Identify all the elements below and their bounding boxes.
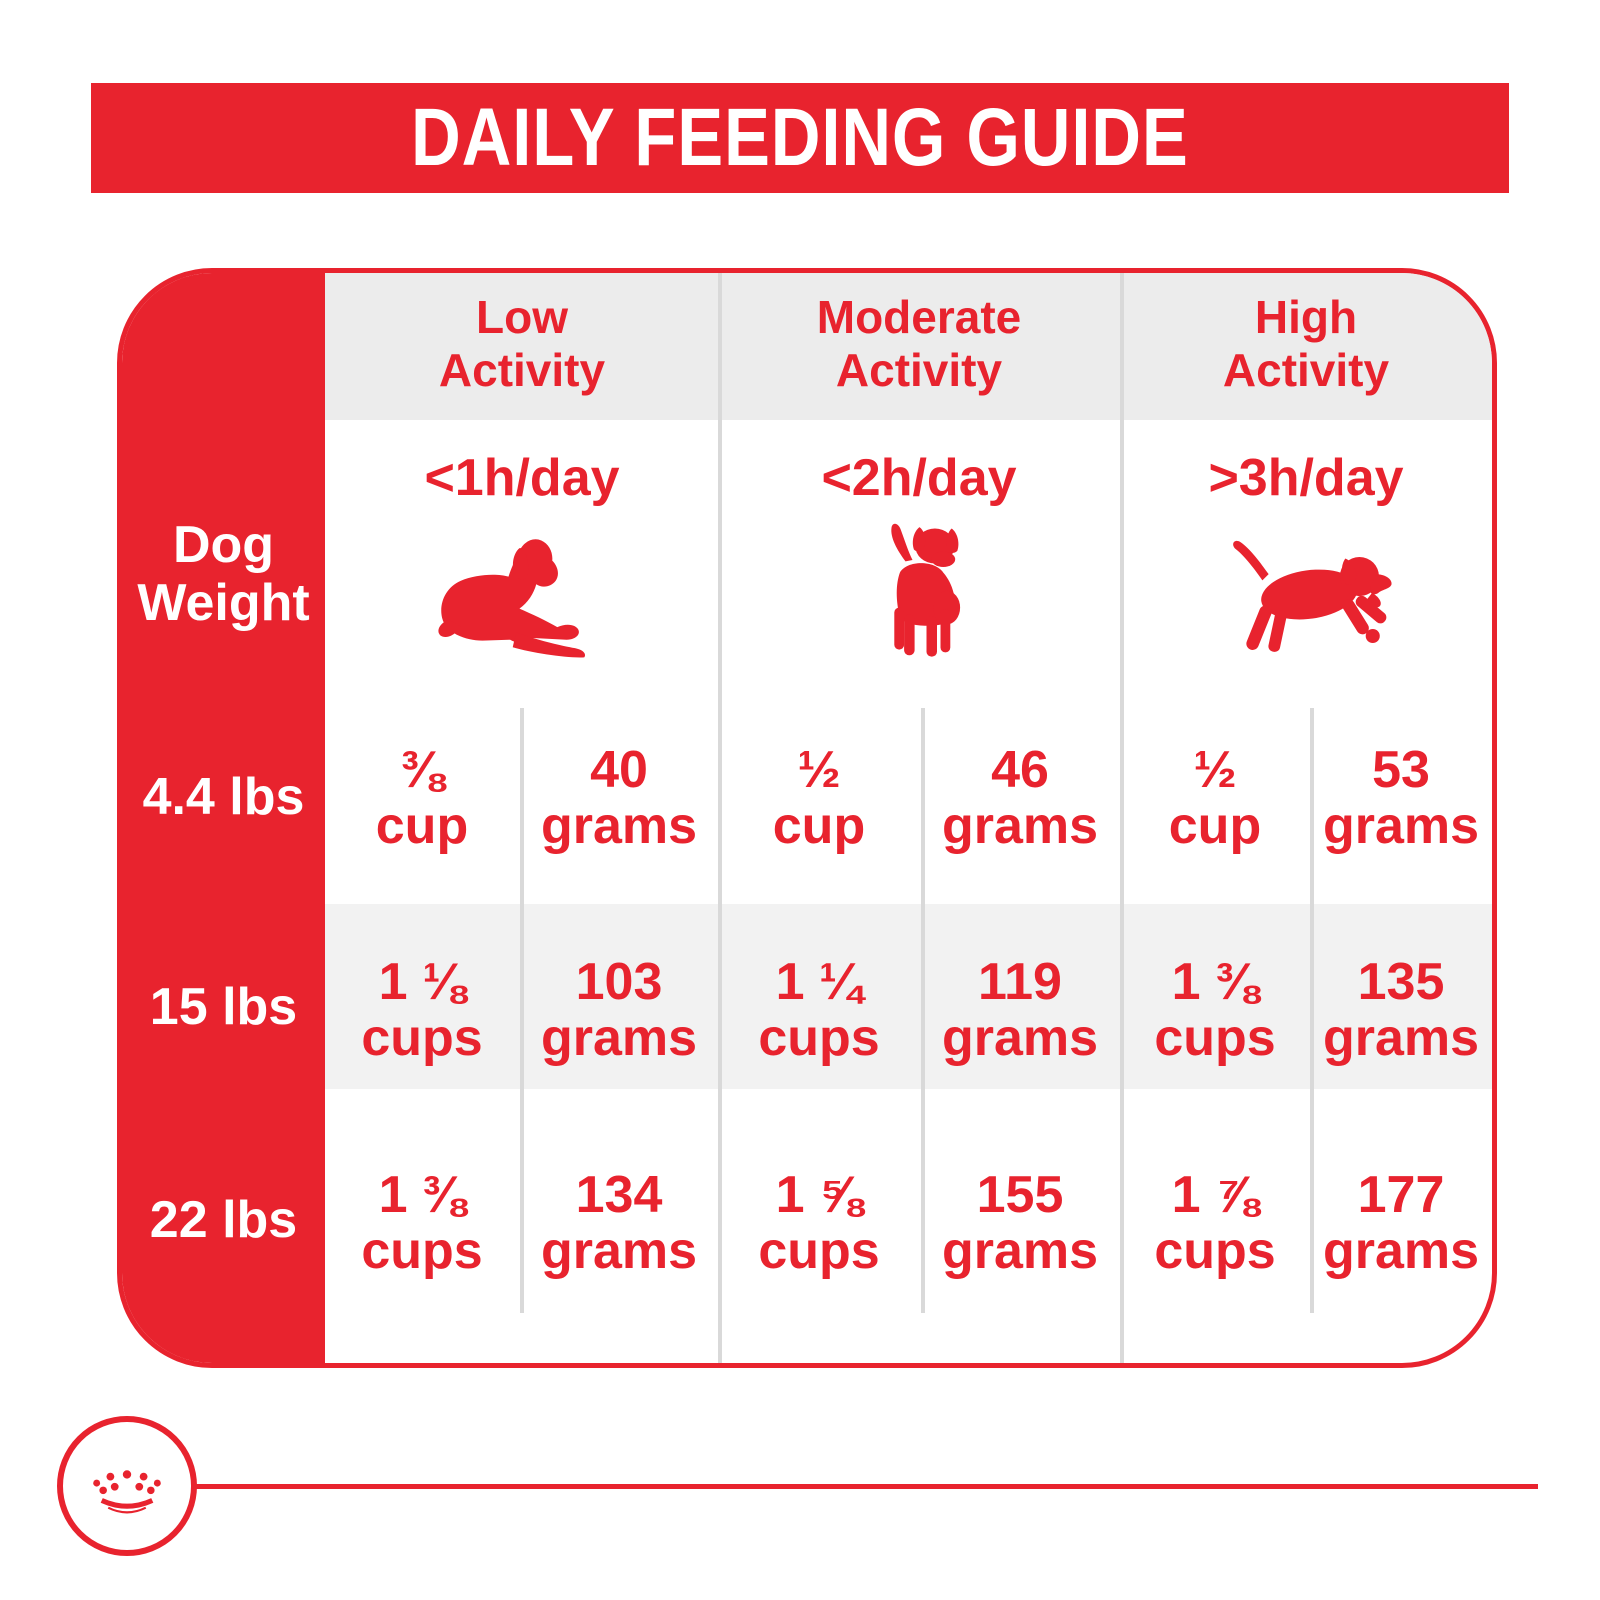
column-divider: [718, 273, 722, 1363]
cell-15lbs-moderate-cups: 1 ¼ cups: [758, 953, 880, 1067]
subcolumn-divider: [520, 708, 524, 1313]
cell-22lbs-high-cups: 1 ⅞ cups: [1154, 1166, 1276, 1280]
leaping-dog-icon: [1233, 540, 1392, 652]
column-divider: [1120, 273, 1124, 1363]
subcolumn-divider: [921, 708, 925, 1313]
page-title: DAILY FEEDING GUIDE: [411, 92, 1189, 183]
duration-low: <1h/day: [424, 449, 620, 507]
duration-high: >3h/day: [1208, 449, 1404, 507]
cell-4-4lbs-moderate-cups: ½ cup: [772, 741, 866, 855]
row-label-22lbs: 22 lbs: [149, 1191, 298, 1249]
cell-4-4lbs-high-cups: ½ cup: [1168, 741, 1262, 855]
activity-header-band: [325, 273, 1492, 420]
column-header-low: Low Activity: [438, 291, 606, 396]
cell-15lbs-low-cups: 1 ⅛ cups: [361, 953, 483, 1067]
crown-icon: [93, 1470, 161, 1514]
cell-22lbs-moderate-cups: 1 ⅝ cups: [758, 1166, 880, 1280]
title-banner: DAILY FEEDING GUIDE: [91, 83, 1509, 193]
cell-22lbs-moderate-grams: 155 grams: [941, 1166, 1099, 1280]
royal-canin-crown-logo: [57, 1416, 197, 1556]
row-15lbs-stripe: [325, 904, 1492, 1089]
column-header-high: High Activity: [1222, 291, 1390, 396]
cell-4-4lbs-high-grams: 53 grams: [1322, 741, 1480, 855]
cell-15lbs-high-grams: 135 grams: [1322, 953, 1480, 1067]
weight-column-background: [122, 273, 325, 1363]
footer-divider-line: [194, 1484, 1538, 1489]
standing-dog-icon: [891, 523, 961, 657]
dog-weight-label: Dog Weight: [137, 516, 310, 632]
cell-22lbs-high-grams: 177 grams: [1322, 1166, 1480, 1280]
row-label-15lbs: 15 lbs: [149, 978, 298, 1036]
cell-22lbs-low-cups: 1 ⅜ cups: [361, 1166, 483, 1280]
cell-4-4lbs-low-cups: ⅜ cup: [375, 741, 469, 855]
cell-15lbs-moderate-grams: 119 grams: [941, 953, 1099, 1067]
cell-4-4lbs-moderate-grams: 46 grams: [941, 741, 1099, 855]
feeding-table: Dog Weight Low Activity Moderate Activit…: [117, 268, 1497, 1368]
lying-dog-icon: [438, 539, 586, 658]
column-header-moderate: Moderate Activity: [816, 291, 1022, 396]
cell-15lbs-high-cups: 1 ⅜ cups: [1154, 953, 1276, 1067]
cell-15lbs-low-grams: 103 grams: [540, 953, 698, 1067]
cell-22lbs-low-grams: 134 grams: [540, 1166, 698, 1280]
row-label-4-4lbs: 4.4 lbs: [142, 768, 305, 826]
cell-4-4lbs-low-grams: 40 grams: [540, 741, 698, 855]
duration-moderate: <2h/day: [821, 449, 1017, 507]
subcolumn-divider: [1310, 708, 1314, 1313]
